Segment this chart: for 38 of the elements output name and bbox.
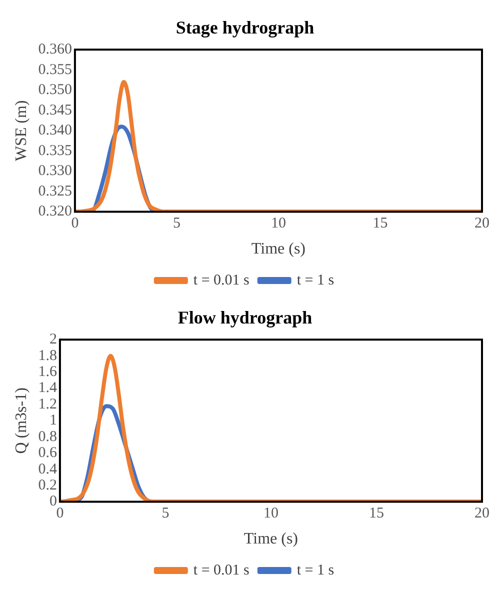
y-tick-label: 0	[49, 494, 57, 510]
x-tick-label: 5	[162, 506, 170, 522]
y-tick-label: 0.340	[38, 122, 72, 139]
chart-title: Stage hydrograph	[176, 17, 314, 38]
x-tick-label: 15	[368, 506, 384, 522]
x-tick-label: 20	[474, 506, 490, 522]
y-tick-label: 0.325	[38, 183, 72, 200]
y-tick-label: 1	[49, 412, 57, 429]
y-axis-title: WSE (m)	[12, 100, 30, 162]
y-tick-label: 0.320	[38, 204, 72, 220]
y-tick-label: 0.8	[38, 428, 57, 445]
y-tick-label: 1.8	[38, 348, 57, 364]
legend-label: t = 0.01 s	[193, 272, 250, 288]
y-tick-label: 0.350	[38, 82, 72, 98]
x-axis-title: Time (s)	[244, 530, 298, 548]
chart-title: Flow hydrograph	[178, 307, 312, 328]
y-tick-label: 0.6	[38, 445, 58, 462]
y-tick-label: 2	[49, 332, 57, 348]
y-tick-label: 0.330	[38, 163, 72, 180]
legend-label: t = 0.01 s	[193, 562, 250, 578]
legend-label: t = 1 s	[296, 272, 334, 288]
y-axis-title: Q (m3s-1)	[12, 388, 30, 454]
x-axis-title: Time (s)	[251, 240, 306, 258]
y-tick-label: 1.6	[38, 364, 58, 380]
y-tick-label: 0.345	[38, 102, 72, 118]
legend-label: t = 1 s	[296, 562, 334, 578]
y-tick-label: 0.4	[38, 461, 58, 478]
x-tick-label: 10	[270, 216, 286, 232]
y-tick-label: 1.4	[38, 380, 58, 396]
y-tick-label: 0.355	[38, 62, 72, 78]
y-tick-label: 0.2	[38, 478, 57, 494]
x-tick-label: 10	[263, 506, 278, 522]
x-tick-label: 20	[474, 216, 490, 232]
x-tick-label: 15	[372, 216, 388, 232]
y-tick-label: 1.2	[38, 396, 57, 412]
x-tick-label: 5	[172, 216, 180, 232]
y-tick-label: 0.335	[38, 142, 72, 159]
y-tick-label: 0.360	[38, 42, 72, 58]
